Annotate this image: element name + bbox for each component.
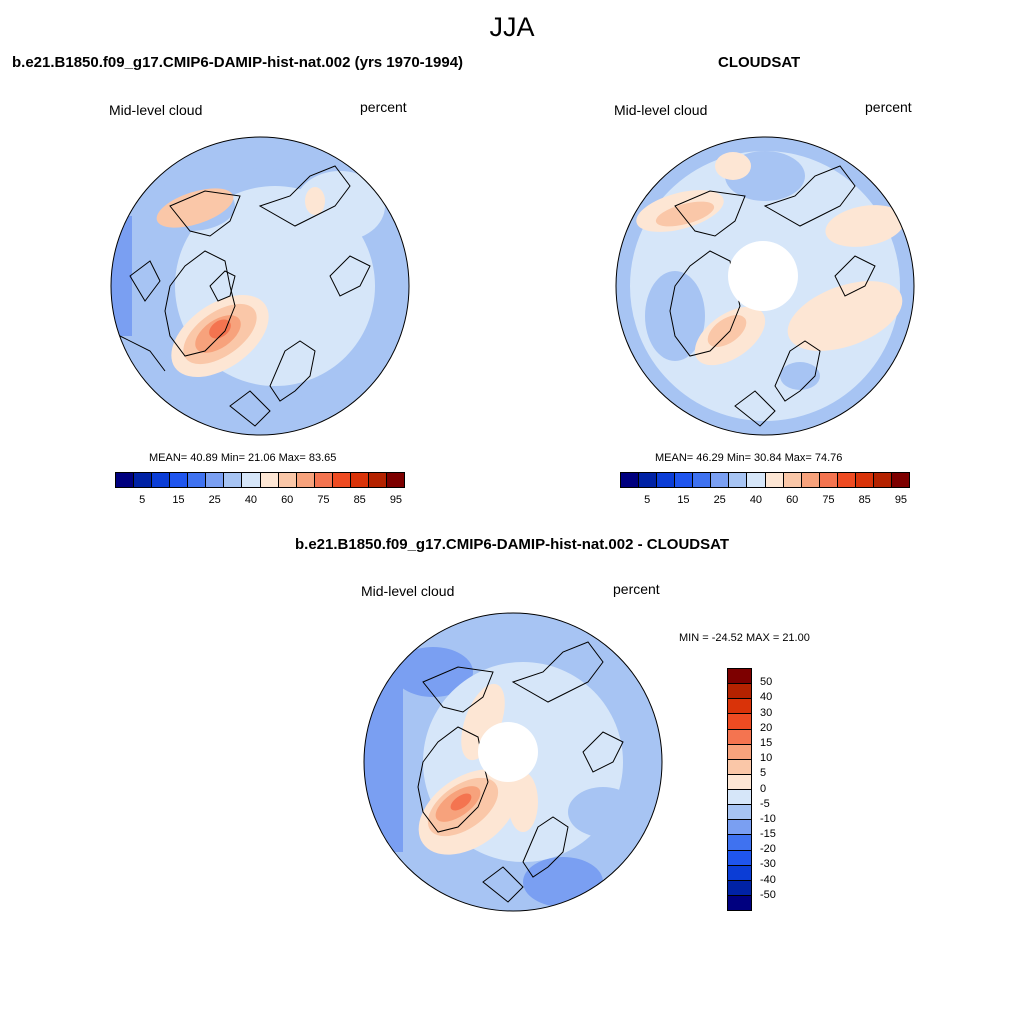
colorbar-swatch	[765, 473, 784, 487]
colorbar-tick-label: 5	[139, 494, 146, 506]
colorbar-swatch	[873, 473, 892, 487]
colorbar-swatch	[728, 805, 751, 821]
colorbar-tick-label: 10	[760, 752, 773, 765]
panel-2-polar-map	[615, 136, 915, 436]
colorbar-swatch	[350, 473, 369, 487]
colorbar-swatch	[728, 850, 751, 866]
colorbar-tick-label: -40	[760, 873, 776, 886]
colorbar-tick-label: 20	[760, 721, 773, 734]
colorbar-swatch	[728, 865, 751, 881]
colorbar-swatch	[675, 473, 694, 487]
colorbar-swatch	[837, 473, 856, 487]
colorbar-tick-label: 40	[749, 494, 763, 506]
colorbar-tick-label: -15	[760, 828, 776, 841]
colorbar-tick-label: 15	[760, 736, 773, 749]
figure-title: JJA	[489, 12, 535, 42]
colorbar-tick-label: 60	[786, 494, 799, 506]
colorbar-swatch	[206, 473, 225, 487]
panel-1-colorbar	[115, 472, 405, 488]
panel-1-variable: Mid-level cloud	[109, 102, 203, 118]
colorbar-swatch	[728, 714, 751, 730]
colorbar-tick-label: 95	[894, 494, 908, 506]
panel-1-polar-map	[110, 136, 410, 436]
colorbar-swatch	[729, 473, 748, 487]
colorbar-tick-label: -30	[760, 858, 776, 871]
colorbar-tick-label: 40	[760, 691, 773, 704]
colorbar-swatch	[728, 835, 751, 851]
colorbar-tick-label: 30	[760, 706, 773, 719]
colorbar-swatch	[728, 729, 751, 745]
colorbar-tick-label: 15	[677, 494, 690, 506]
colorbar-swatch	[728, 669, 751, 685]
colorbar-swatch	[711, 473, 730, 487]
colorbar-swatch	[134, 473, 153, 487]
colorbar-tick-label: 75	[822, 494, 835, 506]
colorbar-tick-label: 85	[858, 494, 871, 506]
colorbar-swatch	[296, 473, 315, 487]
panel-1-title: b.e21.B1850.f09_g17.CMIP6-DAMIP-hist-nat…	[12, 54, 464, 71]
colorbar-tick-label: 15	[172, 494, 185, 506]
colorbar-swatch	[728, 744, 751, 760]
colorbar-swatch	[278, 473, 297, 487]
colorbar-swatch	[728, 774, 751, 790]
colorbar-tick-label: 95	[389, 494, 403, 506]
colorbar-tick-label: 5	[644, 494, 651, 506]
panel-2-title: CLOUDSAT	[718, 54, 801, 71]
colorbar-swatch	[891, 473, 909, 487]
colorbar-swatch	[728, 820, 751, 836]
colorbar-swatch	[801, 473, 820, 487]
panel-2-colorbar	[620, 472, 910, 488]
colorbar-swatch	[188, 473, 207, 487]
colorbar-swatch	[260, 473, 279, 487]
colorbar-swatch	[819, 473, 838, 487]
panel-2-units: percent	[865, 99, 912, 115]
colorbar-swatch	[332, 473, 351, 487]
colorbar-tick-label: -10	[760, 812, 776, 825]
colorbar-swatch	[728, 684, 751, 700]
panel-1-stats: MEAN= 40.89 Min= 21.06 Max= 83.65	[149, 452, 337, 464]
colorbar-tick-label: 0	[760, 782, 767, 795]
colorbar-tick-label: 5	[760, 767, 767, 780]
colorbar-tick-label: 50	[760, 676, 773, 689]
colorbar-tick-label: 40	[244, 494, 258, 506]
colorbar-swatch	[783, 473, 802, 487]
colorbar-swatch	[386, 473, 404, 487]
colorbar-tick-label: -20	[760, 843, 776, 856]
colorbar-swatch	[657, 473, 676, 487]
colorbar-swatch	[728, 759, 751, 775]
panel-2-variable: Mid-level cloud	[614, 102, 708, 118]
colorbar-swatch	[116, 473, 135, 487]
colorbar-swatch	[728, 790, 751, 806]
colorbar-swatch	[747, 473, 766, 487]
colorbar-swatch	[855, 473, 874, 487]
colorbar-swatch	[224, 473, 243, 487]
panel-3-units: percent	[613, 581, 660, 597]
colorbar-swatch	[368, 473, 387, 487]
colorbar-swatch	[693, 473, 712, 487]
colorbar-swatch	[728, 895, 751, 910]
panel-3-title: b.e21.B1850.f09_g17.CMIP6-DAMIP-hist-nat…	[295, 536, 729, 553]
panel-3-colorbar	[727, 668, 752, 911]
colorbar-tick-label: 60	[281, 494, 294, 506]
colorbar-swatch	[170, 473, 189, 487]
colorbar-tick-label: 85	[353, 494, 366, 506]
colorbar-tick-label: 25	[713, 494, 726, 506]
colorbar-tick-label: 25	[208, 494, 221, 506]
colorbar-swatch	[621, 473, 640, 487]
colorbar-tick-label: 75	[317, 494, 330, 506]
colorbar-tick-label: -50	[760, 888, 776, 901]
colorbar-swatch	[728, 880, 751, 896]
colorbar-tick-label: -5	[760, 797, 770, 810]
panel-3-polar-map	[363, 612, 663, 912]
colorbar-swatch	[242, 473, 261, 487]
colorbar-swatch	[152, 473, 171, 487]
colorbar-swatch	[728, 699, 751, 715]
colorbar-swatch	[314, 473, 333, 487]
panel-2-stats: MEAN= 46.29 Min= 30.84 Max= 74.76	[655, 452, 843, 464]
panel-3-stats: MIN = -24.52 MAX = 21.00	[679, 632, 810, 644]
panel-1-units: percent	[360, 99, 407, 115]
colorbar-swatch	[639, 473, 658, 487]
panel-3-variable: Mid-level cloud	[361, 583, 455, 599]
